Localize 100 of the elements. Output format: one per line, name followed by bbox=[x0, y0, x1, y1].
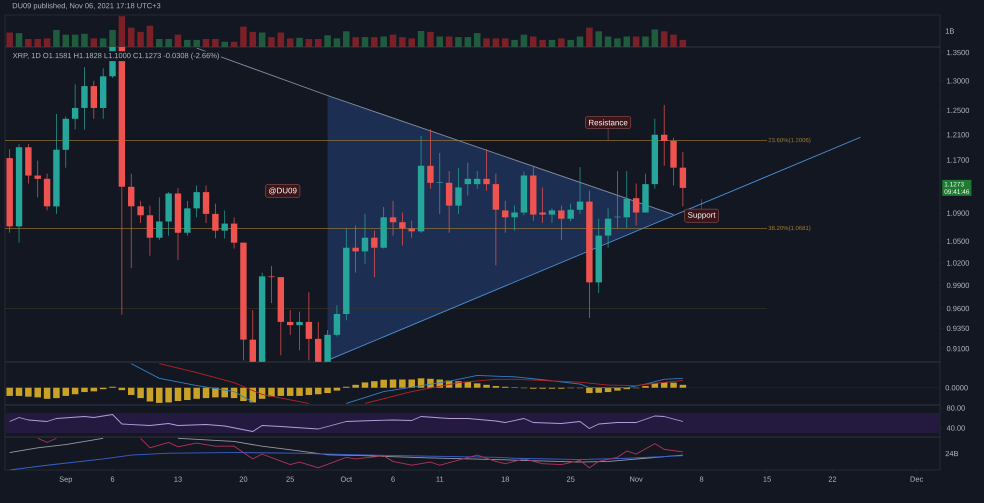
bar bbox=[193, 388, 200, 399]
bar bbox=[352, 37, 359, 47]
bar bbox=[221, 388, 228, 398]
bar bbox=[399, 380, 406, 388]
candlestick bbox=[530, 165, 536, 222]
candlestick bbox=[604, 208, 612, 248]
bar bbox=[250, 32, 256, 47]
candlestick bbox=[193, 185, 200, 218]
bar bbox=[25, 38, 32, 47]
bar bbox=[44, 38, 50, 47]
bar bbox=[72, 34, 78, 47]
bar bbox=[464, 382, 472, 388]
bar bbox=[652, 29, 658, 47]
candlestick bbox=[25, 144, 32, 184]
bar bbox=[146, 388, 154, 402]
bar bbox=[670, 382, 677, 388]
bar bbox=[296, 388, 303, 396]
candlestick bbox=[334, 305, 340, 337]
candlestick bbox=[502, 200, 508, 234]
candlestick bbox=[596, 218, 602, 294]
bar bbox=[268, 37, 275, 47]
candlestick bbox=[446, 170, 452, 234]
candlestick bbox=[511, 205, 518, 231]
candlestick bbox=[427, 128, 434, 190]
candlestick bbox=[230, 216, 238, 249]
candlestick bbox=[202, 185, 210, 224]
candlestick bbox=[652, 118, 658, 190]
bar bbox=[362, 37, 368, 47]
candlestick bbox=[184, 200, 191, 236]
bar bbox=[362, 382, 368, 388]
bar bbox=[16, 388, 22, 396]
bar bbox=[306, 388, 312, 395]
bar bbox=[604, 36, 612, 47]
bar bbox=[174, 34, 182, 47]
bar bbox=[324, 35, 331, 47]
bar bbox=[380, 380, 387, 388]
bar bbox=[109, 30, 116, 47]
bar bbox=[278, 388, 284, 396]
candlestick bbox=[343, 228, 350, 321]
bar bbox=[118, 16, 126, 47]
candlestick bbox=[371, 230, 378, 278]
bar bbox=[34, 388, 41, 398]
bar bbox=[511, 40, 518, 47]
bar bbox=[436, 36, 444, 47]
bar bbox=[399, 37, 406, 47]
bar bbox=[474, 33, 480, 47]
candlestick bbox=[53, 114, 60, 214]
bar bbox=[44, 388, 50, 399]
bar bbox=[455, 37, 462, 47]
bar bbox=[539, 40, 546, 47]
bar bbox=[390, 34, 396, 47]
candlestick bbox=[137, 200, 144, 224]
candlestick bbox=[614, 170, 621, 229]
candlestick bbox=[258, 272, 266, 362]
candlestick bbox=[464, 162, 472, 196]
bar bbox=[202, 388, 210, 398]
bar bbox=[334, 38, 340, 47]
bar bbox=[502, 38, 508, 47]
bar bbox=[240, 26, 247, 47]
bar bbox=[62, 388, 70, 396]
bar bbox=[156, 388, 163, 403]
bar bbox=[268, 388, 275, 397]
bar bbox=[137, 32, 144, 47]
candlestick bbox=[418, 136, 424, 234]
candlestick bbox=[156, 197, 162, 240]
candlestick bbox=[240, 242, 247, 361]
bar bbox=[314, 38, 322, 47]
bar bbox=[296, 38, 303, 47]
bar bbox=[595, 388, 602, 393]
bar bbox=[146, 26, 154, 47]
bar bbox=[128, 28, 134, 47]
bar bbox=[81, 388, 88, 392]
bar bbox=[230, 388, 238, 398]
candlestick bbox=[174, 188, 182, 260]
bar bbox=[184, 388, 191, 400]
bar bbox=[72, 388, 78, 394]
bar bbox=[53, 30, 60, 47]
bar bbox=[90, 388, 98, 392]
bar bbox=[286, 38, 294, 47]
candlestick bbox=[222, 210, 228, 239]
candlestick bbox=[16, 144, 22, 244]
candlestick bbox=[128, 173, 134, 269]
line-series bbox=[9, 414, 684, 432]
candlestick bbox=[680, 151, 686, 207]
bar bbox=[324, 388, 331, 394]
candlestick bbox=[72, 84, 78, 130]
candlestick bbox=[642, 173, 649, 213]
bar bbox=[128, 388, 134, 395]
candlestick bbox=[100, 68, 106, 120]
bar bbox=[418, 30, 424, 47]
bar bbox=[165, 388, 172, 402]
bar bbox=[306, 38, 312, 47]
bar bbox=[446, 36, 452, 47]
bar bbox=[427, 32, 434, 47]
candlestick bbox=[539, 187, 546, 224]
bar bbox=[558, 38, 565, 47]
bar bbox=[314, 388, 322, 394]
candlestick bbox=[278, 276, 284, 356]
candlestick bbox=[558, 205, 565, 240]
bar bbox=[576, 36, 584, 47]
